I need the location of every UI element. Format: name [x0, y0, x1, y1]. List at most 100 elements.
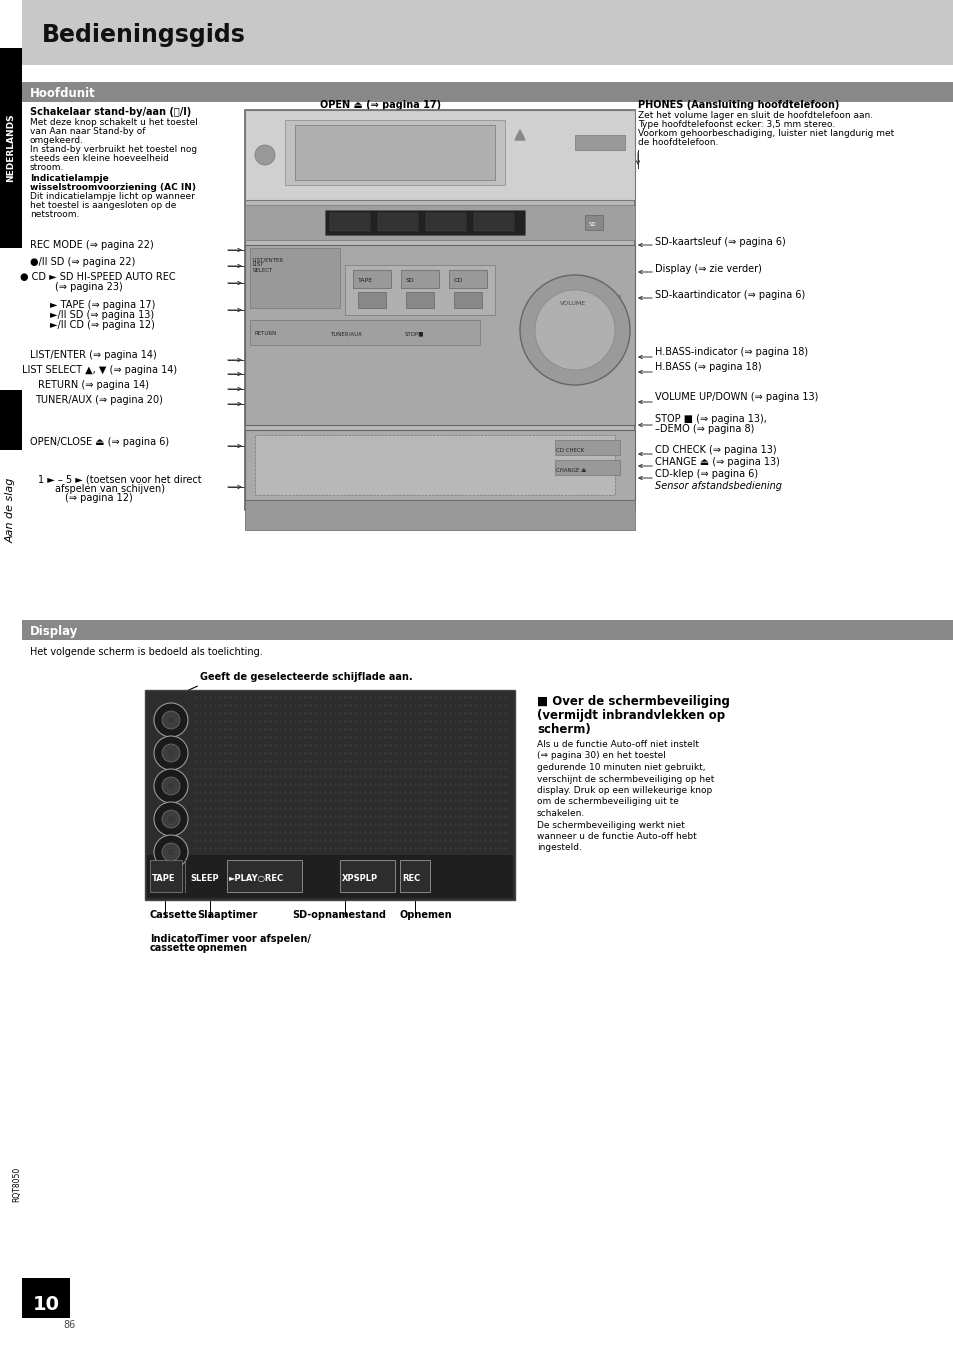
- Bar: [353, 270, 391, 288]
- Text: van Aan naar Stand-by of: van Aan naar Stand-by of: [30, 127, 146, 136]
- Text: netstroom.: netstroom.: [30, 210, 79, 218]
- Bar: [22, 82, 953, 102]
- Text: Voorkom gehoorbeschadiging, luister niet langdurig met: Voorkom gehoorbeschadiging, luister niet…: [638, 129, 893, 137]
- Text: wanneer u de functie Auto-off hebt: wanneer u de functie Auto-off hebt: [537, 832, 696, 841]
- Text: Opnemen: Opnemen: [399, 910, 452, 919]
- Text: STOP ■ (⇒ pagina 13),: STOP ■ (⇒ pagina 13),: [655, 414, 766, 425]
- Text: Slaaptimer: Slaaptimer: [196, 910, 257, 919]
- Text: LIST/ENTER: LIST/ENTER: [253, 257, 284, 263]
- Bar: [0, 390, 22, 450]
- Text: (⇒ pagina 23): (⇒ pagina 23): [55, 282, 123, 293]
- Text: ingesteld.: ingesteld.: [537, 844, 581, 852]
- Text: het toestel is aangesloten op de: het toestel is aangesloten op de: [30, 201, 176, 210]
- Text: ►/II CD (⇒ pagina 12): ►/II CD (⇒ pagina 12): [50, 319, 154, 330]
- Bar: [474, 213, 514, 231]
- Text: Geeft de geselecteerde schijflade aan.: Geeft de geselecteerde schijflade aan.: [200, 673, 413, 682]
- Text: RETURN: RETURN: [254, 332, 277, 336]
- Bar: [400, 270, 438, 288]
- Bar: [250, 319, 479, 345]
- Text: schakelen.: schakelen.: [537, 809, 584, 818]
- Bar: [454, 293, 481, 307]
- Bar: [245, 500, 635, 530]
- Text: Aan de slag: Aan de slag: [6, 477, 16, 543]
- Bar: [584, 214, 602, 231]
- Circle shape: [162, 810, 180, 828]
- Text: de hoofdtelefoon.: de hoofdtelefoon.: [638, 137, 718, 147]
- Bar: [357, 293, 386, 307]
- Text: RETURN (⇒ pagina 14): RETURN (⇒ pagina 14): [38, 380, 149, 390]
- Text: (⇒ pagina 30) en het toestel: (⇒ pagina 30) en het toestel: [537, 751, 665, 760]
- Circle shape: [162, 744, 180, 762]
- Text: SD-opnamestand: SD-opnamestand: [292, 910, 386, 919]
- Text: LIST SELECT ▲, ▼ (⇒ pagina 14): LIST SELECT ▲, ▼ (⇒ pagina 14): [22, 365, 177, 375]
- Bar: [22, 0, 953, 65]
- Text: 86: 86: [64, 1320, 76, 1330]
- Text: omgekeerd.: omgekeerd.: [30, 136, 84, 146]
- Text: REC: REC: [401, 874, 420, 883]
- Circle shape: [519, 275, 629, 386]
- Text: RQT8050: RQT8050: [12, 1167, 22, 1202]
- Text: Indicator: Indicator: [150, 934, 199, 944]
- Text: CD-klep (⇒ pagina 6): CD-klep (⇒ pagina 6): [655, 469, 758, 479]
- Text: ● CD ► SD HI-SPEED AUTO REC: ● CD ► SD HI-SPEED AUTO REC: [20, 272, 175, 282]
- Text: –DEMO (⇒ pagina 8): –DEMO (⇒ pagina 8): [655, 425, 754, 434]
- Text: Timer voor afspelen/: Timer voor afspelen/: [196, 934, 311, 944]
- Text: SD-kaartindicator (⇒ pagina 6): SD-kaartindicator (⇒ pagina 6): [655, 290, 804, 301]
- Bar: [145, 690, 515, 900]
- Circle shape: [153, 802, 188, 836]
- Bar: [245, 205, 635, 240]
- Text: VOLUME: VOLUME: [559, 301, 585, 306]
- Bar: [399, 860, 430, 892]
- Circle shape: [254, 146, 274, 164]
- Text: (⇒ pagina 12): (⇒ pagina 12): [65, 493, 132, 503]
- Text: Schakelaar stand-by/aan (⏻/I): Schakelaar stand-by/aan (⏻/I): [30, 106, 191, 117]
- Text: Met deze knop schakelt u het toestel: Met deze knop schakelt u het toestel: [30, 119, 197, 127]
- Text: TAPE: TAPE: [357, 278, 373, 283]
- Text: (⇒ pagina 17): (⇒ pagina 17): [373, 142, 440, 152]
- Text: (vermijdt inbrandvlekken op: (vermijdt inbrandvlekken op: [537, 709, 724, 723]
- Text: SD-kaartsleuf (⇒ pagina 6): SD-kaartsleuf (⇒ pagina 6): [655, 237, 785, 247]
- Text: H.BASS: H.BASS: [580, 305, 603, 310]
- Text: ►PLAY○REC: ►PLAY○REC: [229, 874, 284, 883]
- Text: display. Druk op een willekeurige knop: display. Druk op een willekeurige knop: [537, 786, 712, 795]
- Circle shape: [153, 704, 188, 737]
- Bar: [449, 270, 486, 288]
- Circle shape: [153, 768, 188, 803]
- Text: 10: 10: [32, 1294, 59, 1313]
- Circle shape: [153, 736, 188, 770]
- Text: CD CHECK: CD CHECK: [556, 448, 583, 453]
- Text: H.BASS-indicator (⇒ pagina 18): H.BASS-indicator (⇒ pagina 18): [655, 346, 807, 357]
- Text: XPSPLP: XPSPLP: [341, 874, 377, 883]
- Bar: [245, 111, 635, 200]
- Text: Cassetteklep: Cassetteklep: [371, 132, 442, 142]
- Text: CHANGE ⏏ (⇒ pagina 13): CHANGE ⏏ (⇒ pagina 13): [655, 457, 779, 466]
- Text: steeds een kleine hoeveelheid: steeds een kleine hoeveelheid: [30, 154, 169, 163]
- Text: VOLUME UP/DOWN (⇒ pagina 13): VOLUME UP/DOWN (⇒ pagina 13): [655, 392, 818, 402]
- Text: OPEN/CLOSE ⏏ (⇒ pagina 6): OPEN/CLOSE ⏏ (⇒ pagina 6): [30, 437, 169, 448]
- Text: Het volgende scherm is bedoeld als toelichting.: Het volgende scherm is bedoeld als toeli…: [30, 647, 262, 656]
- Bar: [245, 111, 635, 510]
- Text: afspelen van schijven): afspelen van schijven): [55, 484, 165, 493]
- Text: Sensor afstandsbediening: Sensor afstandsbediening: [655, 481, 781, 491]
- Text: ►/II SD (⇒ pagina 13): ►/II SD (⇒ pagina 13): [50, 310, 154, 319]
- Bar: [377, 213, 417, 231]
- Text: cassette: cassette: [150, 944, 196, 953]
- Text: CD CHECK (⇒ pagina 13): CD CHECK (⇒ pagina 13): [655, 445, 776, 456]
- Bar: [150, 860, 182, 892]
- Bar: [285, 120, 504, 185]
- Text: ●/II SD (⇒ pagina 22): ●/II SD (⇒ pagina 22): [30, 257, 135, 267]
- Text: De schermbeveiliging werkt niet: De schermbeveiliging werkt niet: [537, 821, 684, 829]
- Text: CHANGE ⏏: CHANGE ⏏: [556, 468, 586, 473]
- Text: LIST/ENTER (⇒ pagina 14): LIST/ENTER (⇒ pagina 14): [30, 350, 156, 360]
- Text: Display: Display: [30, 625, 78, 638]
- Text: wisselstroomvoorziening (AC IN): wisselstroomvoorziening (AC IN): [30, 183, 195, 191]
- Bar: [330, 213, 370, 231]
- Text: Type hoofdtelefoonst ecker: 3,5 mm stereo.: Type hoofdtelefoonst ecker: 3,5 mm stere…: [638, 120, 835, 129]
- Text: Dit indicatielampje licht op wanneer: Dit indicatielampje licht op wanneer: [30, 191, 194, 201]
- Bar: [245, 245, 635, 425]
- Text: REC MODE (⇒ pagina 22): REC MODE (⇒ pagina 22): [30, 240, 153, 249]
- Text: cassetteklep te openen.: cassetteklep te openen.: [319, 120, 437, 129]
- Text: scherm): scherm): [537, 723, 590, 736]
- Bar: [294, 125, 495, 181]
- Bar: [250, 248, 339, 307]
